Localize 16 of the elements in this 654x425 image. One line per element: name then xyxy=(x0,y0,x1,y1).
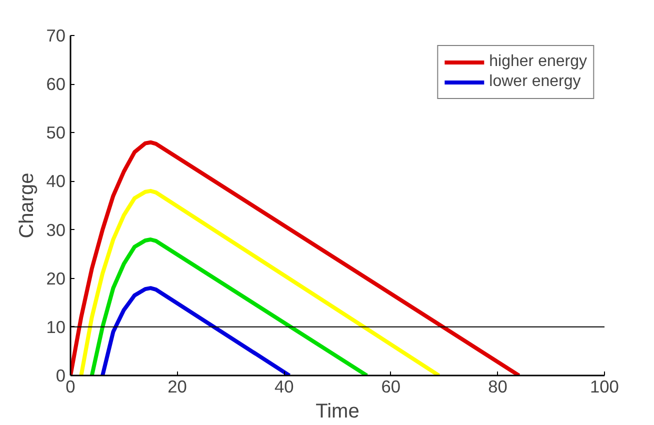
x-tick-label: 100 xyxy=(590,376,619,396)
y-tick-label: 20 xyxy=(46,268,66,288)
x-axis-title: Time xyxy=(316,400,360,422)
y-tick-label: 50 xyxy=(46,122,66,143)
x-tick-label: 40 xyxy=(274,376,294,396)
y-tick-label: 60 xyxy=(46,74,66,94)
legend-label: lower energy xyxy=(489,73,581,91)
x-tick-label: 80 xyxy=(488,376,508,396)
x-tick-label: 20 xyxy=(168,376,187,396)
y-tick-label: 70 xyxy=(46,26,66,46)
legend-label: higher energy xyxy=(489,53,587,71)
x-tick-label: 60 xyxy=(381,376,401,396)
y-tick-label: 10 xyxy=(46,316,66,337)
y-tick-label: 30 xyxy=(46,220,66,240)
y-tick-label: 40 xyxy=(46,171,66,192)
y-axis-title: Charge xyxy=(16,172,38,238)
